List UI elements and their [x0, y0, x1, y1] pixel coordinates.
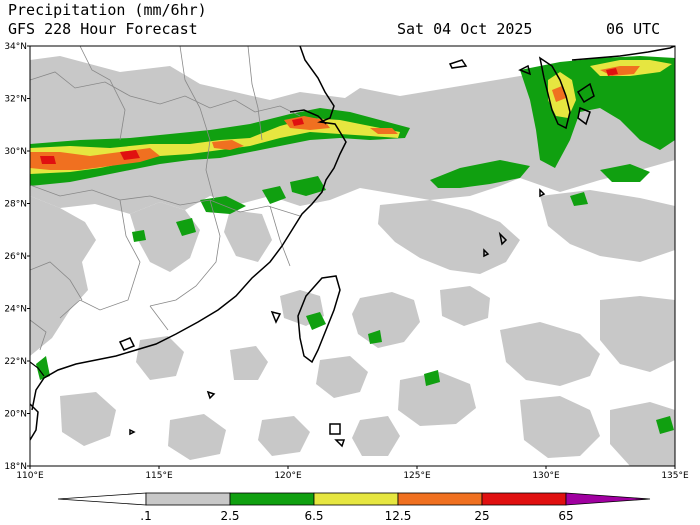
country-borders: [30, 361, 45, 377]
colorbar-label-3: 12.5: [385, 509, 412, 523]
colorbar-seg-heavy: [313, 492, 399, 506]
lat-label-26: 26°N: [4, 252, 27, 262]
colorbar-seg-very-heavy: [397, 492, 483, 506]
colorbar-label-5: 65: [558, 509, 573, 523]
forecast-subtitle: GFS 228 Hour Forecast: [8, 20, 198, 38]
colorbar-label-4: 25: [474, 509, 489, 523]
lon-label-125: 125°E: [403, 471, 431, 481]
colorbar-seg-max: [565, 492, 651, 506]
lon-label-130: 130°E: [532, 471, 560, 481]
colorbar-seg-light: [145, 492, 231, 506]
valid-time: 06 UTC: [606, 20, 661, 38]
lat-label-20: 20°N: [4, 410, 27, 420]
lat-label-32: 32°N: [4, 95, 27, 105]
lon-label-135: 135°E: [661, 471, 689, 481]
axis-ticks: [27, 45, 676, 469]
lon-label-120: 120°E: [274, 471, 302, 481]
valid-date: Sat 04 Oct 2025: [397, 20, 533, 38]
colorbar-label-2: 6.5: [304, 509, 323, 523]
lat-label-28: 28°N: [4, 200, 27, 210]
colorbar-label-0: .1: [140, 509, 151, 523]
map-title: Precipitation (mm/6hr): [8, 1, 207, 19]
lon-label-110: 110°E: [16, 471, 44, 481]
colorbar-seg-trace: [57, 492, 147, 506]
lat-label-18: 18°N: [4, 462, 27, 472]
lat-label-24: 24°N: [4, 305, 27, 315]
colorbar-seg-extreme: [481, 492, 567, 506]
province-boundaries: [30, 46, 301, 351]
precip-extreme-areas: [40, 68, 618, 164]
lat-label-34: 34°N: [4, 42, 27, 52]
lat-label-22: 22°N: [4, 357, 27, 367]
lat-label-30: 30°N: [4, 147, 27, 157]
colorbar-seg-moderate: [229, 492, 315, 506]
colorbar-label-1: 2.5: [220, 509, 239, 523]
colorbar: [57, 492, 651, 506]
lon-label-115: 115°E: [145, 471, 173, 481]
coastlines: [30, 46, 675, 448]
